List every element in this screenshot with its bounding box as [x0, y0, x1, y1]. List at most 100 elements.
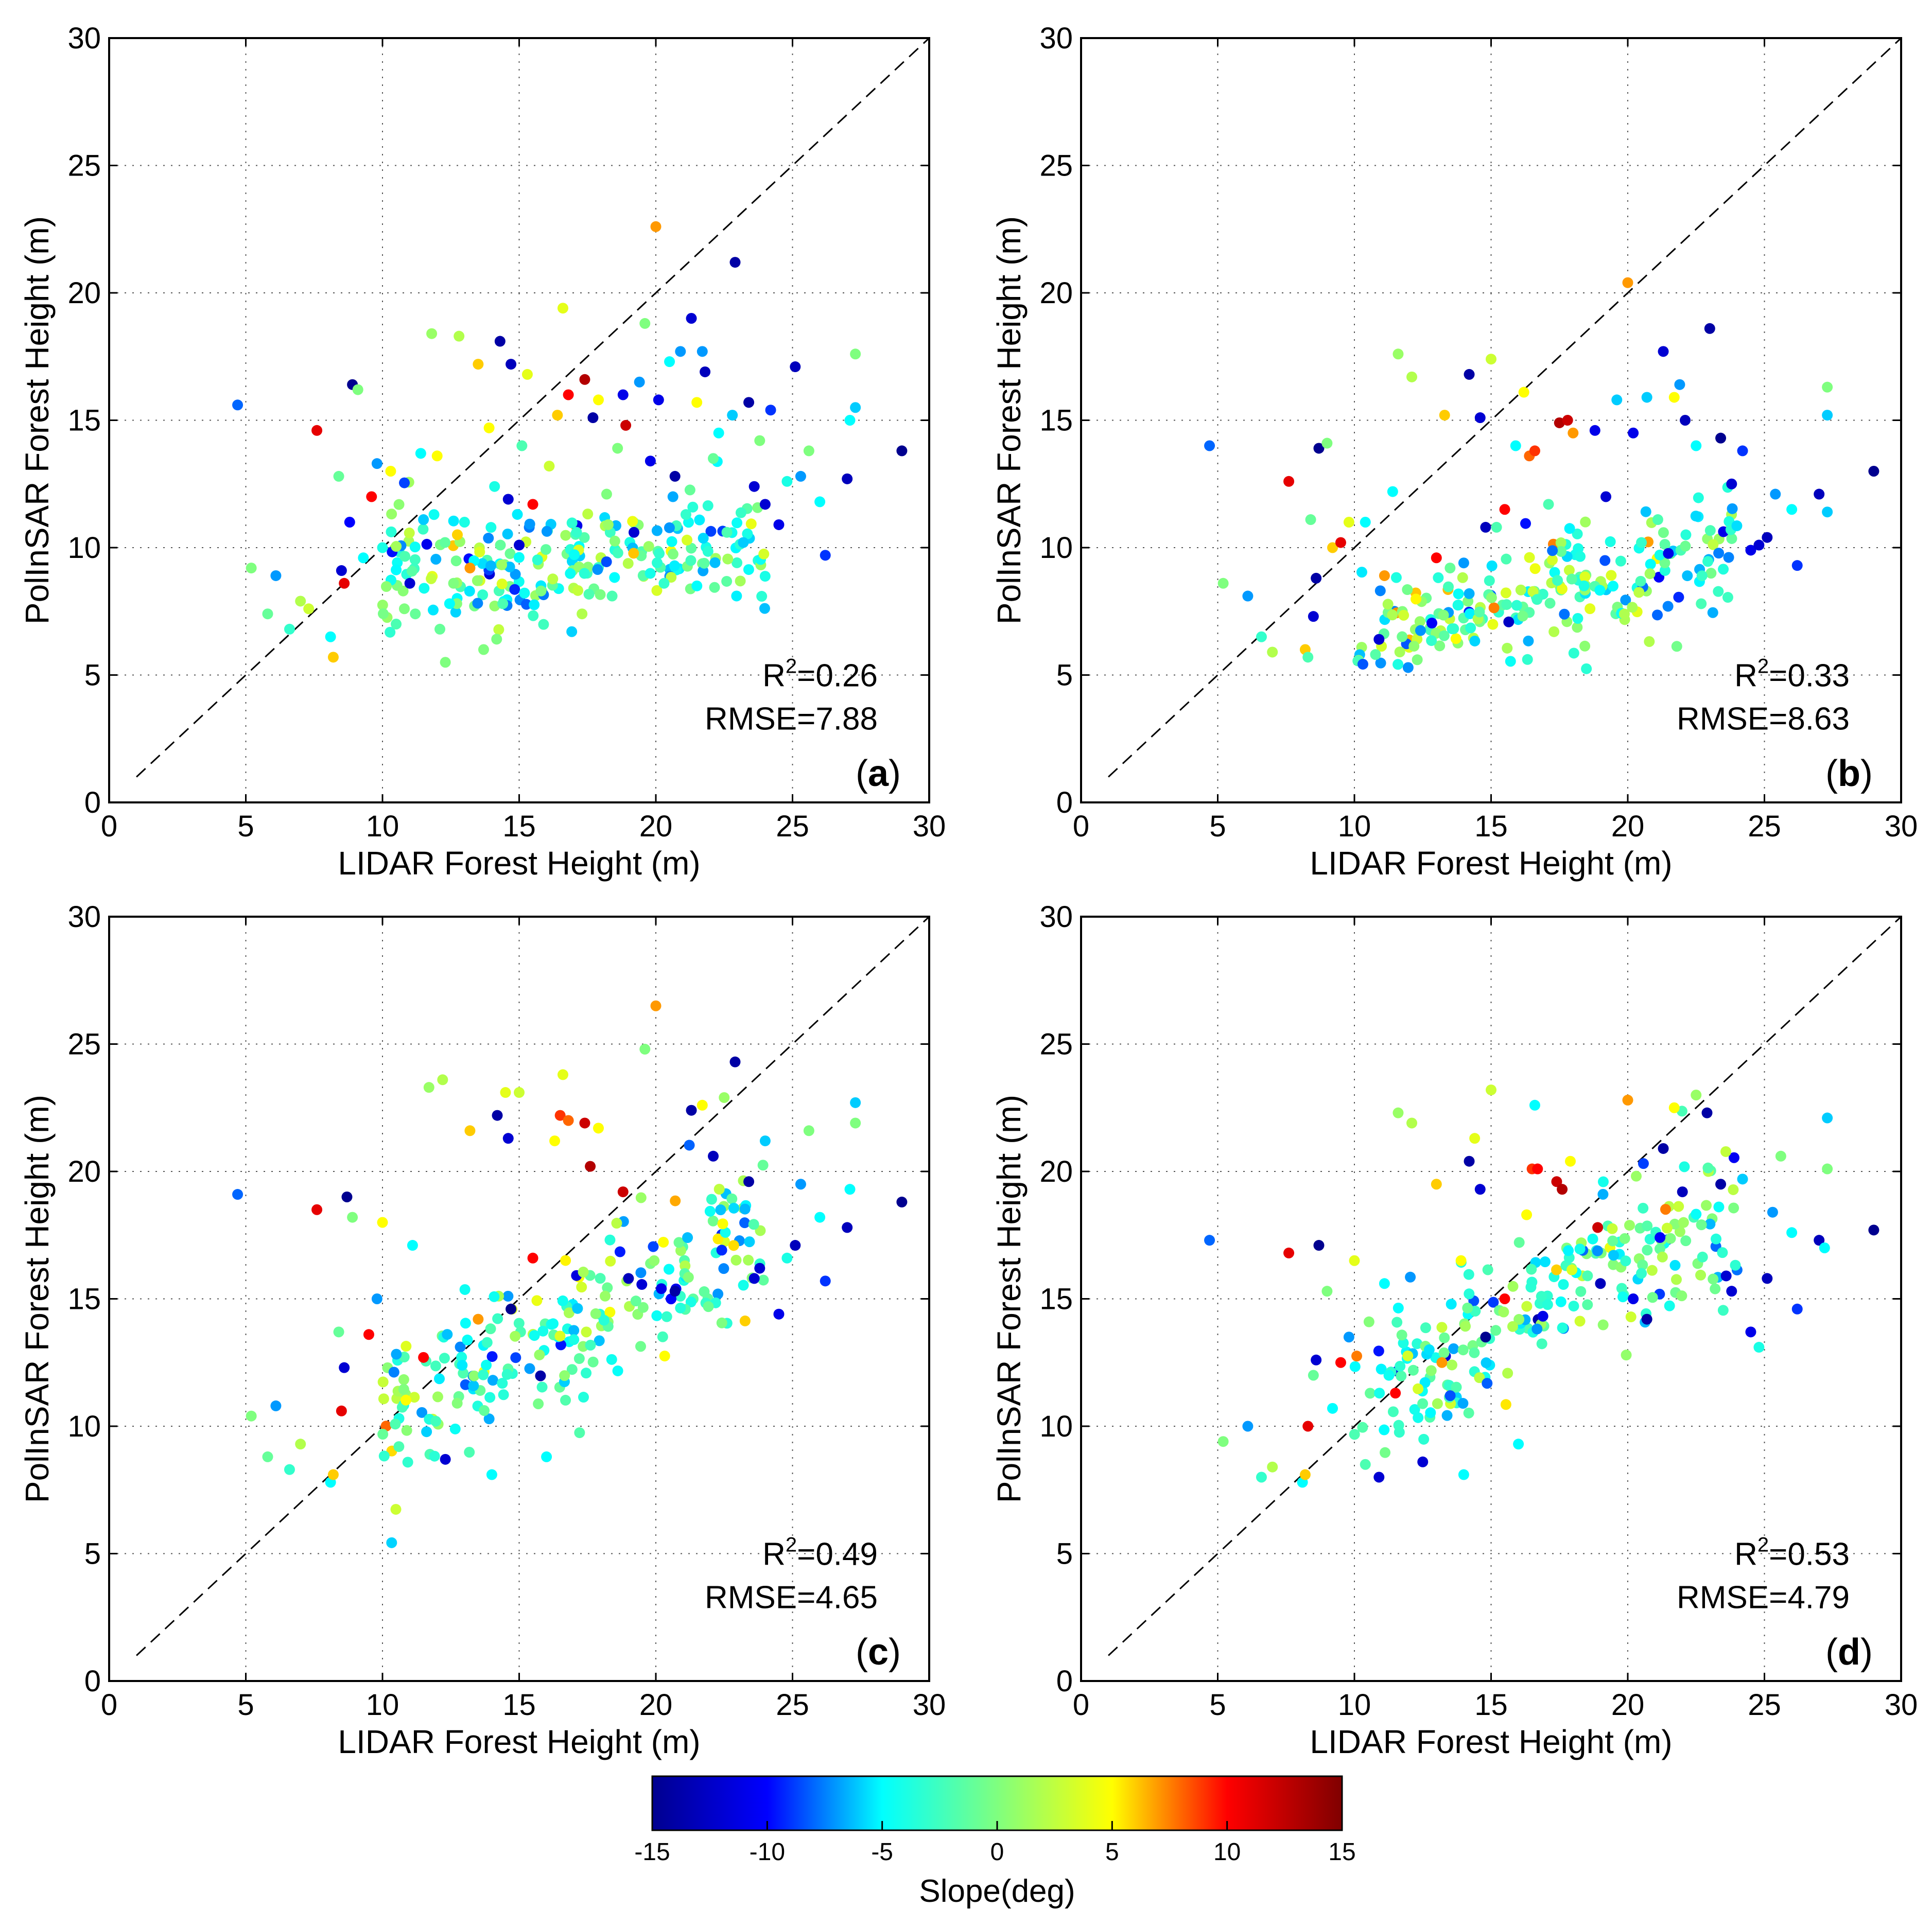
scatter-point	[1572, 613, 1583, 624]
scatter-point	[595, 1273, 606, 1284]
scatter-point	[739, 1217, 751, 1229]
scatter-point	[1402, 1350, 1414, 1361]
scatter-point	[587, 1356, 599, 1368]
scatter-point	[377, 1376, 389, 1388]
scatter-point	[529, 1330, 540, 1341]
scatter-point	[1299, 1469, 1311, 1480]
panel-label-close: )	[1860, 1632, 1873, 1673]
scatter-point	[1539, 1256, 1551, 1268]
scatter-point	[451, 529, 463, 540]
panel-label-letter: a	[868, 753, 889, 794]
scatter-point	[1503, 616, 1515, 627]
scatter-point	[651, 525, 663, 536]
scatter-point	[1407, 1364, 1419, 1376]
scatter-point	[1379, 1424, 1390, 1435]
scatter-point	[1662, 601, 1674, 612]
scatter-point	[524, 518, 535, 530]
scatter-point	[560, 530, 571, 541]
scatter-point	[531, 1295, 543, 1306]
scatter-point	[1660, 1204, 1671, 1215]
scatter-point	[1574, 551, 1586, 562]
scatter-point	[1728, 1202, 1739, 1214]
scatter-point	[393, 499, 405, 510]
scatter-point	[781, 476, 793, 487]
scatter-point	[1414, 616, 1425, 627]
x-tick-label: 15	[1474, 1688, 1508, 1722]
scatter-point	[743, 564, 754, 575]
scatter-point	[612, 547, 623, 558]
scatter-point	[627, 516, 638, 527]
scatter-point	[559, 1370, 570, 1381]
scatter-point	[1464, 1155, 1475, 1167]
scatter-point	[708, 1150, 719, 1162]
scatter-point	[1680, 529, 1692, 540]
scatter-point	[426, 328, 438, 339]
y-tick-label: 5	[84, 1537, 101, 1571]
scatter-point	[1393, 1107, 1404, 1118]
colorbar-tick-label: 15	[1328, 1839, 1355, 1866]
scatter-point	[1618, 608, 1630, 620]
scatter-point	[358, 552, 369, 564]
scatter-point	[1498, 1306, 1509, 1318]
x-tick-label: 5	[237, 810, 254, 843]
scatter-point	[628, 548, 639, 559]
scatter-point	[347, 1212, 358, 1223]
scatter-point	[729, 1056, 741, 1067]
scatter-point	[842, 473, 853, 484]
scatter-points	[1204, 1084, 1879, 1488]
scatter-point	[675, 346, 686, 357]
r-squared-value: =0.53	[1769, 1537, 1850, 1572]
scatter-point	[407, 1240, 418, 1251]
scatter-point	[842, 1222, 853, 1233]
scatter-point	[1465, 622, 1476, 634]
scatter-point	[1566, 573, 1577, 585]
scatter-point	[656, 1283, 667, 1294]
scatter-point	[1556, 583, 1568, 594]
scatter-point	[1868, 466, 1879, 477]
scatter-point	[765, 405, 776, 416]
scatter-point	[1664, 1300, 1675, 1311]
scatter-point	[1488, 602, 1500, 614]
scatter-point	[682, 1232, 693, 1244]
scatter-point	[654, 548, 665, 559]
scatter-point	[1529, 563, 1541, 574]
scatter-point	[1786, 504, 1798, 515]
scatter-point	[532, 554, 543, 566]
scatter-point	[1551, 1176, 1562, 1187]
scatter-point	[1696, 1219, 1707, 1231]
scatter-point	[592, 564, 603, 575]
scatter-point	[1474, 1184, 1486, 1195]
scatter-point	[528, 610, 539, 621]
scatter-point	[1624, 1220, 1635, 1231]
scatter-point	[1487, 619, 1499, 630]
scatter-point	[1374, 585, 1386, 597]
r-squared-letter: R	[1734, 1537, 1757, 1572]
scatter-point	[653, 394, 664, 406]
scatter-point	[1673, 591, 1684, 603]
scatter-point	[719, 1092, 730, 1103]
point-cloud	[1352, 482, 1743, 674]
scatter-point	[246, 563, 257, 574]
scatter-point	[1426, 618, 1438, 629]
r-squared-superscript: 2	[786, 655, 797, 678]
scatter-point	[669, 1286, 681, 1297]
scatter-point	[484, 1392, 496, 1403]
scatter-point	[1457, 1344, 1469, 1356]
scatter-point	[1532, 1163, 1543, 1175]
scatter-point	[1628, 1293, 1639, 1304]
scatter-point	[1669, 1259, 1681, 1271]
scatter-point	[716, 1245, 727, 1256]
scatter-point	[1636, 1268, 1647, 1279]
scatter-point	[497, 1378, 508, 1389]
scatter-point	[521, 369, 533, 380]
scatter-point	[748, 1219, 759, 1230]
r-squared-superscript: 2	[786, 1534, 797, 1556]
scatter-point	[560, 1255, 571, 1266]
scatter-point	[1607, 581, 1618, 592]
scatter-point	[519, 587, 530, 599]
scatter-point	[1438, 609, 1449, 621]
scatter-point	[602, 1282, 613, 1293]
scatter-point	[1413, 1412, 1424, 1423]
scatter-point	[622, 558, 634, 569]
scatter-point	[377, 1429, 389, 1440]
